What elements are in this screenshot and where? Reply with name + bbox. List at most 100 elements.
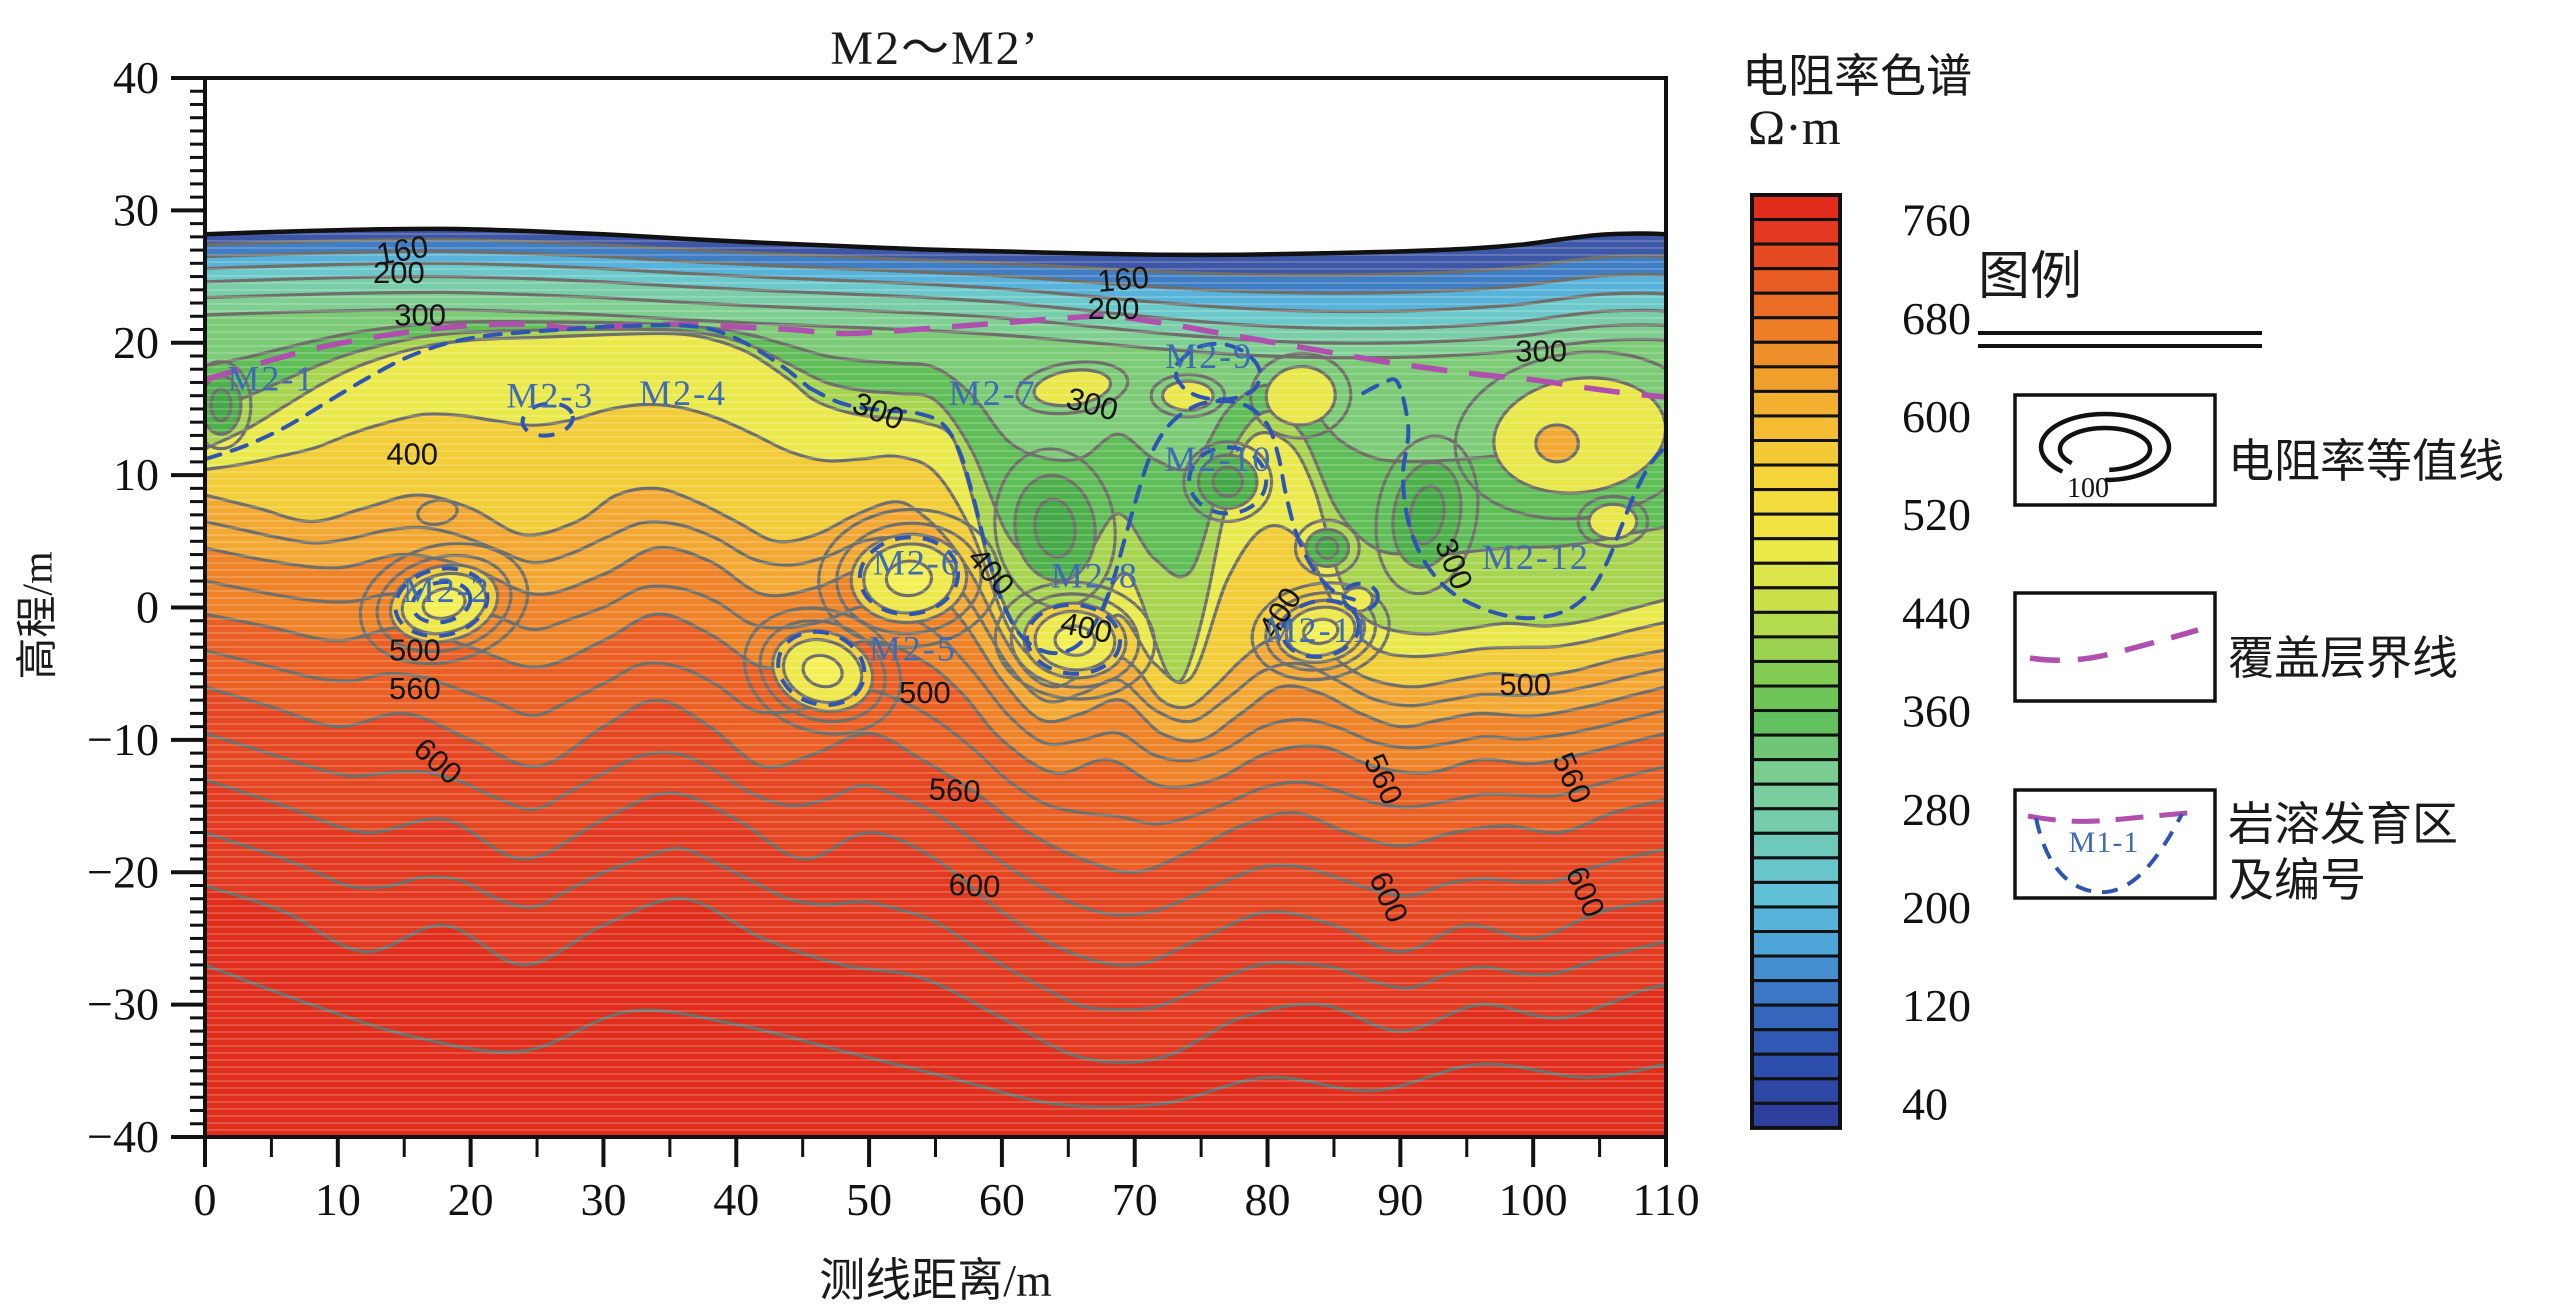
- colorbar-cell: [1750, 242, 1842, 271]
- colorbar-cell: [1750, 610, 1842, 639]
- contour-value-label: 200: [373, 255, 425, 290]
- colorbar-cell: [1750, 561, 1842, 590]
- colorbar-cell: [1750, 291, 1842, 320]
- legend-label-karst-line1: 岩溶发育区: [2228, 799, 2458, 850]
- colorbar-cell: [1750, 193, 1842, 222]
- y-tick-label: −30: [87, 979, 159, 1030]
- x-axis-label: 测线距离/m: [819, 1255, 1052, 1306]
- x-tick-label: 90: [1377, 1174, 1423, 1225]
- karst-zone-label: M2-9: [1165, 336, 1253, 376]
- colorbar-cell: [1750, 1077, 1842, 1105]
- karst-outline: [1341, 581, 1380, 613]
- karst-zone-label: M2-12: [1482, 537, 1590, 577]
- sky-mask: [205, 78, 1666, 255]
- colorbar-cell: [1750, 1003, 1842, 1032]
- colorbar-tick-label: 360: [1902, 686, 1971, 737]
- karst-zone-label: M2-7: [949, 373, 1037, 413]
- legend-box-overburden: [2013, 591, 2217, 703]
- legend-overburden-symbol: [2029, 627, 2199, 663]
- scanline-texture: [205, 228, 1666, 1137]
- x-tick-label: 100: [1499, 1174, 1568, 1225]
- colorbar-cell: [1750, 488, 1842, 516]
- colorbar-tick-label: 760: [1902, 195, 1971, 246]
- contour-value-label: 500: [1499, 667, 1551, 702]
- y-tick-label: 30: [113, 184, 159, 235]
- y-tick-label: 10: [113, 449, 159, 500]
- legend-karst-id: M1-1: [2069, 826, 2140, 859]
- legend-label-overburden: 覆盖层界线: [2228, 633, 2458, 684]
- colorbar-cell: [1750, 1028, 1842, 1056]
- colorbar-cell: [1750, 316, 1842, 344]
- colorbar-cell: [1750, 979, 1842, 1007]
- legend-karst-overburden: [2027, 809, 2199, 824]
- colorbar-cell: [1750, 684, 1842, 713]
- colorbar-cell: [1750, 1101, 1842, 1130]
- legend-box-contour: [2013, 393, 2217, 507]
- y-tick-label: 0: [136, 582, 159, 633]
- ground-surface-line: [205, 226, 1666, 258]
- karst-zone-label: M2-5: [869, 628, 957, 668]
- colorbar-cell: [1750, 512, 1842, 541]
- y-tick-label: −20: [87, 846, 159, 897]
- contour-symbol-inner: [2057, 425, 2153, 473]
- colorbar-cell: [1750, 930, 1842, 958]
- karst-outline: [205, 323, 812, 462]
- x-tick-label: 70: [1112, 1174, 1158, 1225]
- x-tick-label: 20: [448, 1174, 494, 1225]
- karst-outline: [1025, 602, 1123, 676]
- karst-zone-label: M2-10: [1164, 439, 1272, 479]
- karst-outline: [776, 629, 867, 707]
- colorbar-cell: [1750, 1052, 1842, 1081]
- colorbar-cell: [1750, 267, 1842, 295]
- colorbar-tick-label: 440: [1902, 587, 1971, 638]
- colorbar-tick-label: 680: [1902, 293, 1971, 344]
- colorbar-title: 电阻率色谱: [1742, 51, 1972, 102]
- y-tick-label: −40: [87, 1111, 159, 1162]
- x-tick-label: 60: [979, 1174, 1025, 1225]
- karst-outline: [807, 385, 1356, 656]
- colorbar-cell: [1750, 218, 1842, 246]
- colorbar-cell: [1750, 439, 1842, 467]
- legend-label-karst-line2: 及编号: [2228, 855, 2366, 906]
- karst-outline: [1187, 445, 1269, 516]
- colorbar-tick-label: 600: [1902, 391, 1971, 442]
- colorbar-cell: [1750, 758, 1842, 786]
- colorbar-cell: [1750, 807, 1842, 835]
- colorbar-cell: [1750, 782, 1842, 811]
- x-tick-label: 80: [1245, 1174, 1291, 1225]
- contour-value-label: 200: [1088, 291, 1140, 326]
- colorbar-cell: [1750, 659, 1842, 688]
- karst-zone-label: M2-1: [227, 358, 315, 398]
- colorbar-units: Ω·m: [1748, 99, 1841, 155]
- legend-label-contour: 电阻率等值线: [2228, 436, 2504, 487]
- karst-outline: [1361, 377, 1666, 621]
- colorbar-cell: [1750, 340, 1842, 369]
- contour-symbol-outer: [2038, 411, 2172, 483]
- colorbar-tick-label: 40: [1902, 1078, 1948, 1129]
- contour-value-label: 300: [394, 298, 446, 333]
- karst-outline: [1280, 598, 1361, 659]
- colorbar-cell: [1750, 831, 1842, 860]
- x-tick-label: 50: [846, 1174, 892, 1225]
- karst-outline: [1173, 341, 1262, 402]
- colorbar-tick-label: 280: [1902, 784, 1971, 835]
- contour-value-label: 560: [389, 671, 441, 706]
- karst-zone-label: M2-3: [506, 376, 594, 416]
- page-title: M2～M2’: [830, 22, 1040, 75]
- y-tick-label: 40: [113, 52, 159, 103]
- contour-value-label: 500: [899, 675, 951, 710]
- karst-labels: M2-1 M2-2 M2-3 M2-4 M2-5 M2-6 M2-7 M2-8 M2-9 M2-1…: [227, 336, 1590, 669]
- overburden-boundary-line: [205, 313, 1666, 400]
- colorbar-cell: [1750, 880, 1842, 909]
- colorbar-tick-label: 120: [1902, 980, 1971, 1031]
- karst-zone-label: M2-6: [873, 542, 961, 582]
- karst-zone-label: M2-4: [639, 373, 727, 413]
- colorbar-cell: [1750, 586, 1842, 614]
- colorbar-cell: [1750, 365, 1842, 393]
- contour-value-label: 300: [1515, 333, 1567, 368]
- colorbar-cell: [1750, 389, 1842, 418]
- y-tick-label: 20: [113, 317, 159, 368]
- contour-value-label: 160: [1096, 260, 1151, 299]
